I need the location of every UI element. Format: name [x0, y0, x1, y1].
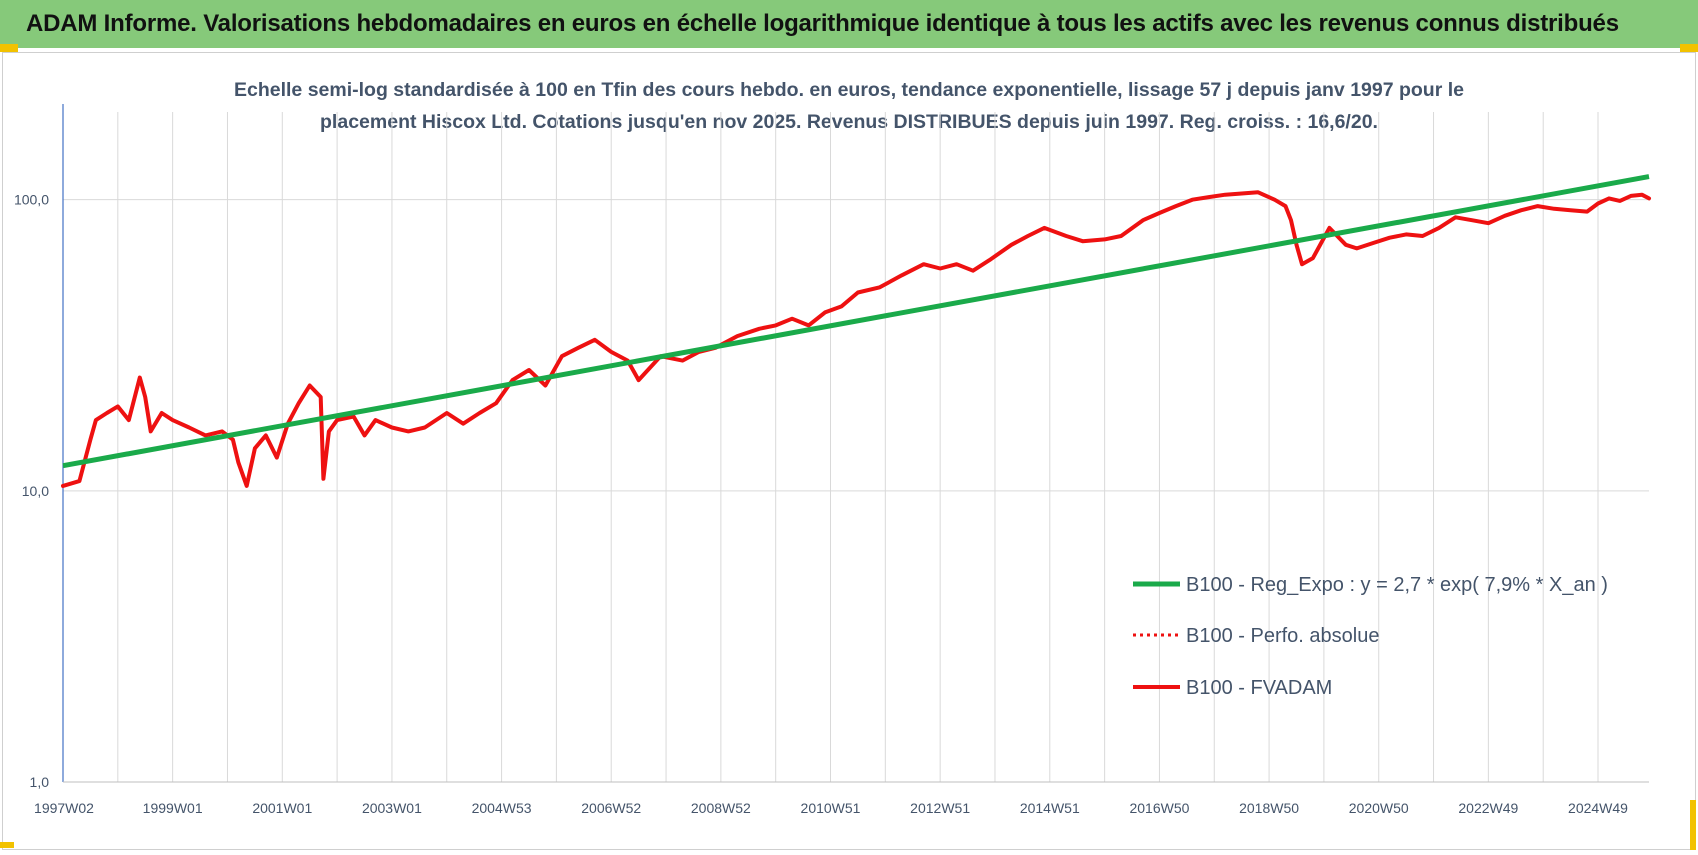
x-tick-label: 2020W50 — [1349, 800, 1409, 816]
x-tick-label: 2004W53 — [472, 800, 532, 816]
corner-marker-top-right — [1680, 44, 1698, 52]
plot-area-border — [2, 52, 1696, 850]
x-tick-label: 2016W50 — [1129, 800, 1189, 816]
banner-title: ADAM Informe. Valorisations hebdomadaire… — [26, 10, 1619, 37]
x-tick-label: 2010W51 — [801, 800, 861, 816]
x-tick-label: 2003W01 — [362, 800, 422, 816]
x-tick-label: 1997W02 — [34, 800, 94, 816]
x-tick-label: 2022W49 — [1458, 800, 1518, 816]
x-tick-label: 2024W49 — [1568, 800, 1628, 816]
legend-regression-label: B100 - Reg_Expo : y = 2,7 * exp( 7,9% * … — [1186, 574, 1608, 596]
corner-marker-bottom-left — [0, 842, 14, 848]
x-tick-label: 1999W01 — [143, 800, 203, 816]
legend-fvadam-label: B100 - FVADAM — [1186, 677, 1332, 699]
corner-marker-top-left — [0, 44, 18, 52]
x-tick-label: 2012W51 — [910, 800, 970, 816]
chart-subtitle-line2: placement Hiscox Ltd. Cotations jusqu'en… — [320, 111, 1378, 133]
series-line-fvadam — [61, 190, 1651, 488]
y-tick-label: 100,0 — [14, 192, 49, 208]
chart-subtitle-line1: Echelle semi-log standardisée à 100 en T… — [233, 79, 1464, 101]
legend-perfo-absolue-label: B100 - Perfo. absolue — [1186, 625, 1379, 647]
x-tick-label: 2001W01 — [252, 800, 312, 816]
y-tick-label: 10,0 — [22, 483, 49, 499]
series-line-regression — [62, 174, 1650, 469]
x-tick-label: 2014W51 — [1020, 800, 1080, 816]
y-tick-label: 1,0 — [30, 774, 50, 790]
x-tick-label: 2006W52 — [581, 800, 641, 816]
corner-marker-bottom-right — [1690, 800, 1696, 850]
banner: ADAM Informe. Valorisations hebdomadaire… — [0, 0, 1698, 48]
chart-subtitle: Echelle semi-log standardisée à 100 en T… — [0, 74, 1698, 138]
x-tick-label: 2008W52 — [691, 800, 751, 816]
x-tick-label: 2018W50 — [1239, 800, 1299, 816]
